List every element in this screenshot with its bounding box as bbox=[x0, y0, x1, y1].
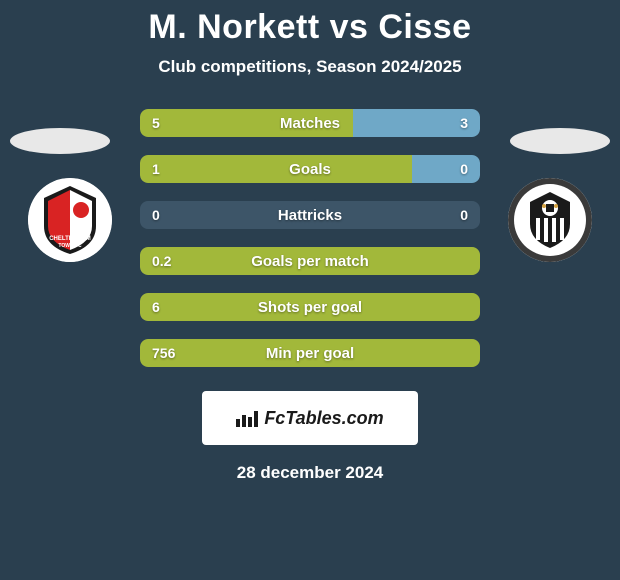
stat-row: 756Min per goal bbox=[140, 339, 480, 367]
stat-row: 0Hattricks0 bbox=[140, 201, 480, 229]
svg-text:CHELTENHAM: CHELTENHAM bbox=[49, 236, 91, 242]
chart-icon bbox=[236, 409, 258, 427]
stat-value-right: 3 bbox=[460, 109, 468, 137]
stat-label: Goals bbox=[140, 155, 480, 183]
watermark: FcTables.com bbox=[202, 391, 418, 445]
page-title: M. Norkett vs Cisse bbox=[0, 8, 620, 47]
stat-label: Goals per match bbox=[140, 247, 480, 275]
stat-label: Shots per goal bbox=[140, 293, 480, 321]
stat-label: Matches bbox=[140, 109, 480, 137]
stat-row: 1Goals0 bbox=[140, 155, 480, 183]
stat-value-right: 0 bbox=[460, 155, 468, 183]
date-text: 28 december 2024 bbox=[0, 463, 620, 483]
stat-value-right: 0 bbox=[460, 201, 468, 229]
stat-row: 5Matches3 bbox=[140, 109, 480, 137]
player-left-crest: CHELTENHAM TOWN FC bbox=[28, 178, 112, 262]
svg-text:TOWN FC: TOWN FC bbox=[58, 243, 82, 249]
player-right-silhouette bbox=[510, 128, 610, 154]
player-left-silhouette bbox=[10, 128, 110, 154]
player-right-crest bbox=[508, 178, 592, 262]
stat-row: 6Shots per goal bbox=[140, 293, 480, 321]
cheltenham-crest-icon: CHELTENHAM TOWN FC bbox=[28, 178, 112, 262]
subtitle: Club competitions, Season 2024/2025 bbox=[0, 57, 620, 77]
stat-row: 0.2Goals per match bbox=[140, 247, 480, 275]
stat-label: Min per goal bbox=[140, 339, 480, 367]
watermark-text: FcTables.com bbox=[264, 408, 383, 429]
stats-table: 5Matches31Goals00Hattricks00.2Goals per … bbox=[140, 109, 480, 367]
notts-county-crest-icon bbox=[508, 178, 592, 262]
comparison-infographic: M. Norkett vs Cisse Club competitions, S… bbox=[0, 0, 620, 580]
stat-label: Hattricks bbox=[140, 201, 480, 229]
